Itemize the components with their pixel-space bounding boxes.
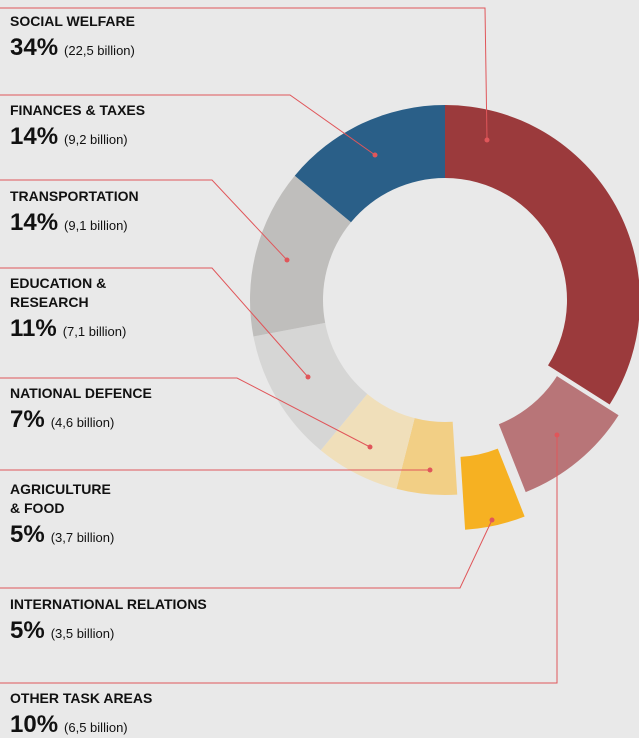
leader-dot <box>554 432 560 438</box>
amount-label: (9,2 billion) <box>64 132 128 147</box>
category-name: INTERNATIONAL RELATIONS <box>10 596 207 612</box>
leader-line <box>0 94 376 156</box>
category-label: EDUCATION & RESEARCH 11% (7,1 billion) <box>10 274 160 343</box>
donut-segment <box>445 105 639 405</box>
category-label: INTERNATIONAL RELATIONS 5% (3,5 billion) <box>10 595 207 645</box>
leader-dot <box>484 137 490 143</box>
amount-label: (4,6 billion) <box>50 415 115 430</box>
percent-label: 7% <box>10 406 45 433</box>
donut-segment <box>294 105 445 223</box>
value-row: 11% (7,1 billion) <box>10 315 160 343</box>
category-label: NATIONAL DEFENCE 7% (4,6 billion) <box>10 384 152 434</box>
category-label: OTHER TASK AREAS 10% (6,5 billion) <box>10 689 152 738</box>
value-row: 34% (22,5 billion) <box>10 34 135 62</box>
amount-label: (3,5 billion) <box>50 626 115 641</box>
amount-label: (6,5 billion) <box>64 720 128 735</box>
donut-segment <box>460 448 525 530</box>
category-name: SOCIAL WELFARE <box>10 13 135 29</box>
donut-segment <box>396 418 458 496</box>
category-name: EDUCATION & RESEARCH <box>10 275 107 310</box>
leader-line <box>0 519 493 589</box>
percent-label: 11% <box>10 315 57 342</box>
percent-label: 5% <box>10 617 45 644</box>
category-name: FINANCES & TAXES <box>10 102 146 118</box>
leader-line <box>0 377 371 448</box>
category-label: SOCIAL WELFARE 34% (22,5 billion) <box>10 12 135 62</box>
value-row: 5% (3,5 billion) <box>10 617 207 645</box>
leader-dot <box>367 444 373 450</box>
donut-segment <box>320 394 415 489</box>
leader-dot <box>372 152 378 158</box>
amount-label: (3,7 billion) <box>50 530 115 545</box>
category-label: TRANSPORTATION 14% (9,1 billion) <box>10 187 139 237</box>
amount-label: (22,5 billion) <box>64 43 135 58</box>
percent-label: 10% <box>10 711 59 738</box>
amount-label: (9,1 billion) <box>64 218 128 233</box>
donut-segment <box>249 175 351 337</box>
value-row: 14% (9,2 billion) <box>10 123 145 151</box>
value-row: 14% (9,1 billion) <box>10 209 139 237</box>
leader-dot <box>305 374 311 380</box>
category-label: FINANCES & TAXES 14% (9,2 billion) <box>10 101 145 151</box>
leader-dot <box>284 257 290 263</box>
category-name: AGRICULTURE & FOOD <box>10 481 111 516</box>
value-row: 5% (3,7 billion) <box>10 521 120 549</box>
category-name: TRANSPORTATION <box>10 188 139 204</box>
percent-label: 34% <box>10 34 59 61</box>
category-label: AGRICULTURE & FOOD 5% (3,7 billion) <box>10 480 120 549</box>
leader-dot <box>489 517 495 523</box>
amount-label: (7,1 billion) <box>62 324 127 339</box>
leader-line <box>0 435 558 684</box>
leader-line <box>0 179 288 261</box>
value-row: 7% (4,6 billion) <box>10 406 152 434</box>
leader-line <box>0 7 488 141</box>
leader-line <box>0 267 309 378</box>
value-row: 10% (6,5 billion) <box>10 711 152 738</box>
percent-label: 5% <box>10 521 45 548</box>
percent-label: 14% <box>10 209 59 236</box>
percent-label: 14% <box>10 123 59 150</box>
category-name: OTHER TASK AREAS <box>10 690 153 706</box>
category-name: NATIONAL DEFENCE <box>10 385 152 401</box>
leader-dot <box>427 467 433 473</box>
donut-segment <box>253 322 368 451</box>
